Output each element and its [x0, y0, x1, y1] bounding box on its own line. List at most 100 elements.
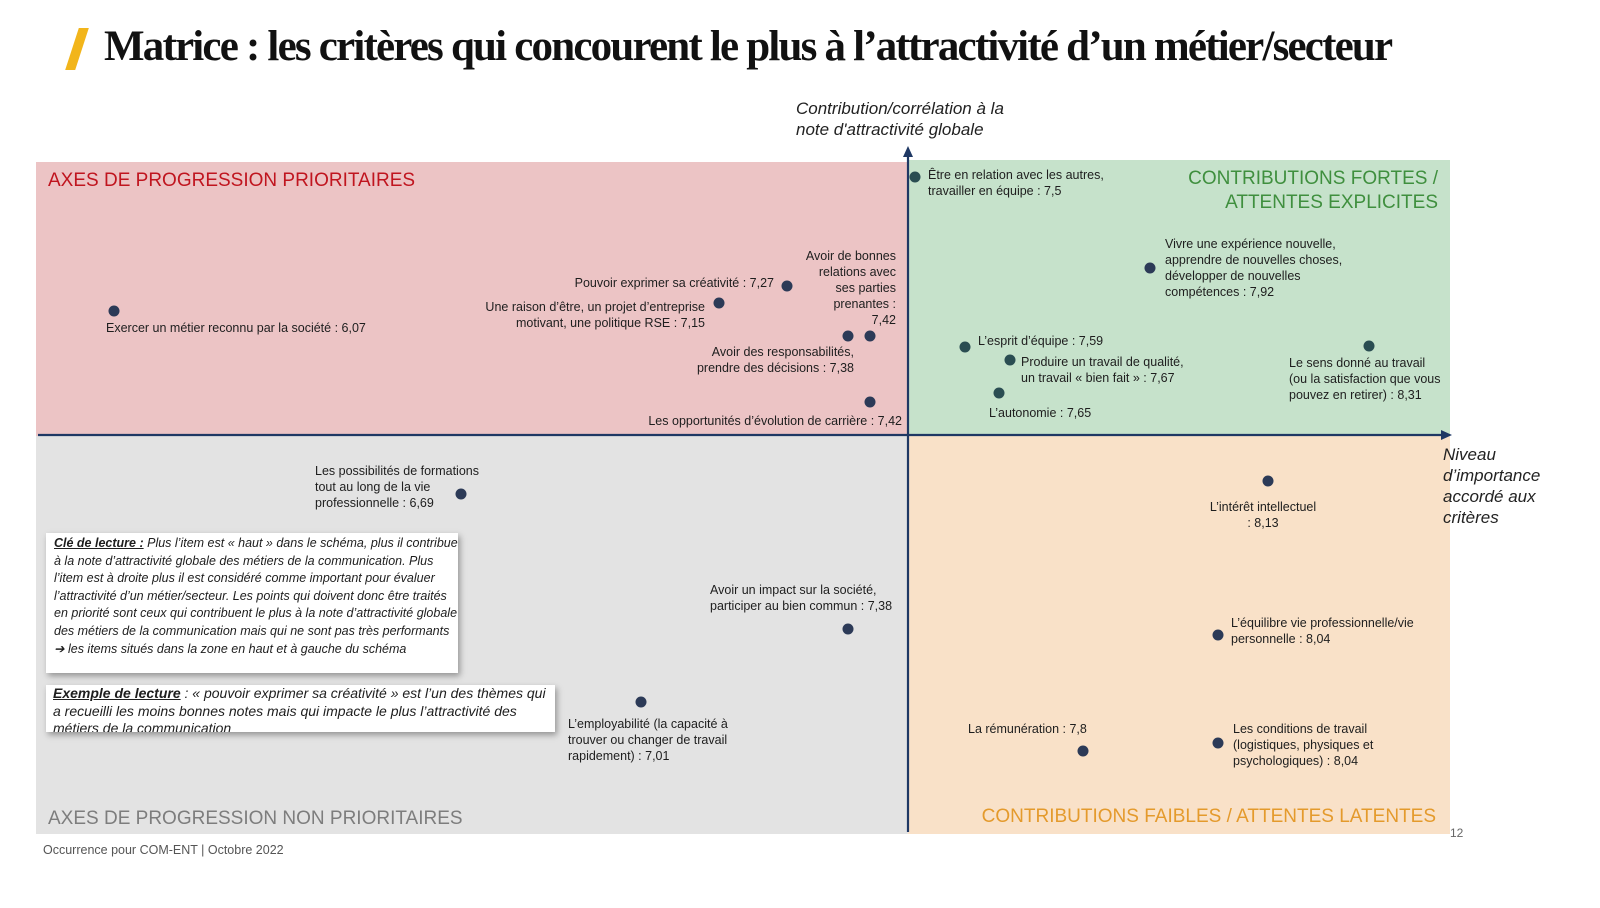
data-point [455, 488, 467, 500]
item-label-formations: Les possibilités de formations tout au l… [315, 463, 479, 511]
x-axis-title-line: d’importance [1443, 466, 1541, 485]
reading-key-text: Plus l’item est « haut » dans le schéma,… [54, 536, 458, 638]
item-label-line: Le sens donné au travail [1289, 356, 1426, 370]
item-label-responsabilites: Avoir des responsabilités, prendre des d… [697, 344, 854, 376]
x-axis-title-line: critères [1443, 508, 1499, 527]
item-label-line: Les opportunités d’évolution de carrière… [648, 414, 902, 428]
x-axis-title-line: accordé aux [1443, 487, 1536, 506]
data-point [909, 171, 921, 183]
item-label-line: participer au bien commun : 7,38 [710, 599, 893, 613]
y-axis-arrow-icon [903, 146, 913, 157]
item-label-line: prendre des décisions : 7,38 [696, 361, 854, 375]
item-label-line: Avoir de bonnes [805, 249, 896, 263]
item-label-line: motivant, une politique RSE : 7,15 [515, 316, 705, 330]
item-label-line: psychologiques) : 8,04 [1233, 754, 1359, 768]
item-label-line: apprendre de nouvelles choses, [1165, 253, 1343, 267]
item-label-line: rapidement) : 7,01 [568, 749, 670, 763]
item-label-line: ses parties [835, 281, 896, 295]
item-label-metier-reconnu: Exercer un métier reconnu par la société… [106, 320, 366, 336]
reading-key-tail: les items situés dans la zone en haut et… [67, 641, 407, 656]
data-point [1144, 262, 1156, 274]
data-point [108, 305, 120, 317]
item-label-line: trouver ou changer de travail [568, 733, 728, 747]
item-label-sens-travail: Le sens donné au travail (ou la satisfac… [1289, 355, 1440, 403]
data-point [1004, 354, 1016, 366]
reading-key-box: Clé de lecture : Plus l’item est « haut … [46, 533, 458, 673]
item-label-line: compétences : 7,92 [1165, 285, 1275, 299]
item-label-line: pouvez en retirer) : 8,31 [1289, 388, 1422, 402]
item-label-line: prenantes : [833, 297, 896, 311]
item-label-line: professionnelle : 6,69 [315, 496, 434, 510]
x-axis-title-line: Niveau [1443, 445, 1496, 464]
data-point [713, 297, 725, 309]
data-point [959, 341, 971, 353]
reading-key-heading: Clé de lecture : [54, 536, 144, 550]
x-axis-arrow-icon [1441, 430, 1452, 440]
item-label-line: : 8,13 [1247, 516, 1279, 530]
data-point [1262, 475, 1274, 487]
item-label-line: L’équilibre vie professionnelle/vie [1231, 616, 1414, 630]
item-label-autonomie: L’autonomie : 7,65 [989, 405, 1091, 421]
item-label-employabilite: L’employabilité (la capacité à trouver o… [568, 716, 728, 764]
item-label-travail-qualite: Produire un travail de qualité, un trava… [1021, 354, 1184, 386]
reading-example-box: Exemple de lecture : « pouvoir exprimer … [46, 685, 555, 732]
footer-source: Occurrence pour COM-ENT | Octobre 2022 [43, 843, 284, 857]
reading-example-text: : « pouvoir exprimer sa créativité » est… [53, 685, 546, 732]
page-number: 12 [1450, 826, 1464, 840]
quadrant-label-bottom-left: AXES DE PROGRESSION NON PRIORITAIRES [48, 808, 463, 829]
item-label-creativite: Pouvoir exprimer sa créativité : 7,27 [575, 275, 774, 291]
item-label-line: travailler en équipe : 7,5 [928, 184, 1062, 198]
quadrant-bottom-right [908, 436, 1450, 834]
data-point [864, 396, 876, 408]
item-label-line: développer de nouvelles [1165, 269, 1301, 283]
item-label-line: Être en relation avec les autres, [928, 168, 1104, 182]
item-label-line: Produire un travail de qualité, [1021, 355, 1184, 369]
data-point [1077, 745, 1089, 757]
item-label-experience-nouvelle: Vivre une expérience nouvelle, apprendre… [1165, 236, 1342, 300]
item-label-line: 7,42 [871, 313, 896, 327]
item-label-esprit-equipe: L’esprit d’équipe : 7,59 [978, 333, 1103, 349]
item-label-impact-societe: Avoir un impact sur la société, particip… [710, 582, 892, 614]
quadrant-label-bottom-right: CONTRIBUTIONS FAIBLES / ATTENTES LATENTE… [981, 806, 1436, 827]
y-axis-title: Contribution/corrélation à la note d'att… [796, 98, 1004, 140]
quadrant-label-top-right: CONTRIBUTIONS FORTES / ATTENTES EXPLICIT… [1188, 167, 1438, 215]
item-label-remuneration: La rémunération : 7,8 [968, 721, 1087, 737]
data-point [781, 280, 793, 292]
quadrant-label-top-left: AXES DE PROGRESSION PRIORITAIRES [48, 170, 416, 191]
item-label-line: Les conditions de travail [1233, 722, 1368, 736]
quadrant-label-top-right-line: CONTRIBUTIONS FORTES / [1188, 168, 1438, 189]
item-label-line: L’employabilité (la capacité à [568, 717, 728, 731]
data-point [842, 330, 854, 342]
quadrant-top-left [36, 162, 908, 436]
item-label-line: Avoir des responsabilités, [711, 345, 854, 359]
y-axis-title-line: Contribution/corrélation à la [796, 99, 1004, 118]
data-point [864, 330, 876, 342]
data-point [842, 623, 854, 635]
x-axis-title: Niveau d’importance accordé aux critères [1443, 444, 1540, 528]
item-label-line: L’esprit d’équipe : 7,59 [978, 334, 1104, 348]
quadrant-label-top-right-line: ATTENTES EXPLICITES [1225, 192, 1438, 213]
item-label-line: L’intérêt intellectuel [1209, 500, 1317, 514]
page-title: Matrice : les critères qui concourent le… [104, 23, 1393, 70]
item-label-evolution-carriere: Les opportunités d’évolution de carrière… [648, 413, 902, 429]
item-label-line: personnelle : 8,04 [1231, 632, 1331, 646]
item-label-line: Une raison d’être, un projet d’entrepris… [485, 300, 705, 314]
data-point [1212, 737, 1224, 749]
arrow-right-icon: ➔ [54, 641, 65, 656]
item-label-interet-intellectuel: L’intérêt intellectuel : 8,13 [1198, 499, 1328, 531]
item-label-raison-d-etre: Une raison d’être, un projet d’entrepris… [485, 299, 705, 331]
data-point [993, 387, 1005, 399]
item-label-line: Exercer un métier reconnu par la société… [106, 321, 366, 335]
item-label-line: relations avec [818, 265, 896, 279]
item-label-line: Les possibilités de formations [315, 464, 479, 478]
item-label-line: tout au long de la vie [315, 480, 431, 494]
item-label-line: Vivre une expérience nouvelle, [1165, 237, 1336, 251]
item-label-line: (logistiques, physiques et [1233, 738, 1374, 752]
item-label-line: (ou la satisfaction que vous [1289, 372, 1441, 386]
item-label-line: un travail « bien fait » : 7,67 [1021, 371, 1175, 385]
data-point [635, 696, 647, 708]
reading-example-heading: Exemple de lecture [53, 685, 181, 701]
item-label-line: Avoir un impact sur la société, [710, 583, 877, 597]
item-label-line: L’autonomie : 7,65 [989, 406, 1092, 420]
